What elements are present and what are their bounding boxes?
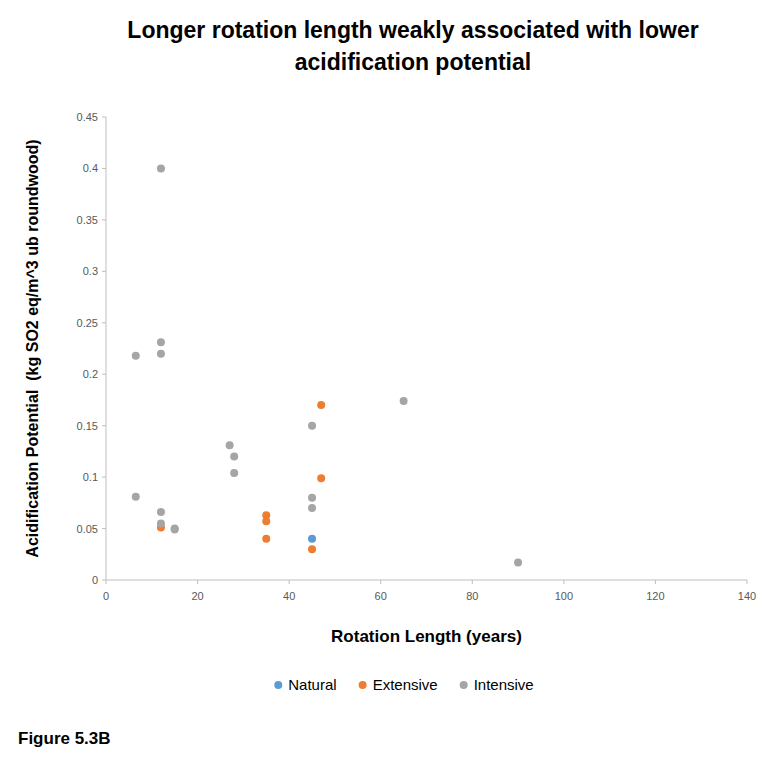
x-tick	[655, 580, 656, 584]
point	[400, 397, 408, 405]
point	[308, 535, 316, 543]
title: Longer rotation length weakly associated…	[127, 17, 698, 75]
y-tick-label: 0.25	[77, 317, 98, 329]
y-tick	[102, 528, 106, 529]
y-axis	[106, 117, 107, 580]
point	[171, 526, 179, 534]
legend-marker	[460, 681, 468, 689]
point	[226, 441, 234, 449]
x-tick-label: 0	[103, 590, 109, 602]
point	[157, 519, 165, 527]
title-line: acidification potential	[295, 49, 531, 75]
title-line: Longer rotation length weakly associated…	[127, 17, 698, 43]
x-tick-label: 60	[375, 590, 387, 602]
point	[262, 535, 270, 543]
caption: Figure 5.3B	[18, 729, 111, 748]
x-tick	[106, 580, 107, 584]
point	[308, 545, 316, 553]
chart: Longer rotation length weakly associated…	[0, 0, 768, 768]
point	[157, 350, 165, 358]
point	[308, 494, 316, 502]
point	[514, 559, 522, 567]
legend-marker	[274, 681, 282, 689]
y-axis-label: Acidification Potential (kg SO2 eq/m^3 u…	[24, 139, 41, 557]
x-tick	[197, 580, 198, 584]
y-tick	[102, 425, 106, 426]
y-tick	[102, 477, 106, 478]
legend-label: Extensive	[373, 676, 438, 693]
y-tick-label: 0.35	[77, 214, 98, 226]
legend-label: Natural	[288, 676, 336, 693]
y-tick	[102, 374, 106, 375]
point	[157, 338, 165, 346]
x-tick	[747, 580, 748, 584]
x-axis	[106, 580, 747, 581]
y-tick	[102, 580, 106, 581]
x-axis-label: Rotation Length (years)	[331, 627, 522, 646]
y-tick-label: 0.4	[83, 162, 98, 174]
y-tick-label: 0	[92, 574, 98, 586]
x-tick	[563, 580, 564, 584]
point	[157, 508, 165, 516]
point	[317, 474, 325, 482]
point	[317, 401, 325, 409]
x-tick-label: 120	[646, 590, 664, 602]
point	[308, 422, 316, 430]
y-tick	[102, 117, 106, 118]
point	[157, 164, 165, 172]
y-tick	[102, 271, 106, 272]
plot-area	[132, 164, 522, 566]
x-tick-label: 140	[738, 590, 756, 602]
y-tick	[102, 219, 106, 220]
y-tick	[102, 168, 106, 169]
legend-label: Intensive	[474, 676, 534, 693]
y-tick-label: 0.05	[77, 523, 98, 535]
y-tick-label: 0.1	[83, 471, 98, 483]
y-tick-label: 0.15	[77, 420, 98, 432]
point	[132, 352, 140, 360]
legend-marker	[359, 681, 367, 689]
x-tick-label: 20	[191, 590, 203, 602]
x-tick-label: 100	[555, 590, 573, 602]
y-tick-label: 0.45	[77, 111, 98, 123]
legend: Natural Extensive Intensive	[274, 676, 533, 693]
x-tick-label: 40	[283, 590, 295, 602]
point	[230, 453, 238, 461]
x-tick-label: 80	[466, 590, 478, 602]
x-tick	[289, 580, 290, 584]
point	[262, 517, 270, 525]
point	[230, 469, 238, 477]
y-tick-label: 0.2	[83, 368, 98, 380]
point	[132, 493, 140, 501]
point	[308, 504, 316, 512]
y-tick-label: 0.3	[83, 265, 98, 277]
y-tick	[102, 322, 106, 323]
x-tick	[380, 580, 381, 584]
x-tick	[472, 580, 473, 584]
